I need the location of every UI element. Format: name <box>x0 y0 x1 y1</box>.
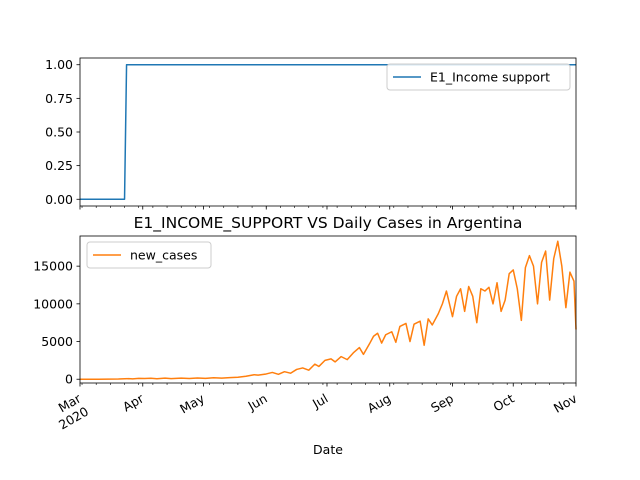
top-series-lines <box>80 63 576 201</box>
top-axes-frame <box>79 57 577 207</box>
x-axis-label: Date <box>313 442 343 457</box>
y-tick-label-4: 1.00 <box>45 57 73 72</box>
y-tick-label-3: 15000 <box>33 259 73 274</box>
bottom-legend: new_cases <box>86 241 212 269</box>
bottom-y-ticks: 0 5000 10000 15000 <box>33 259 80 387</box>
y-tick-label-3: 0.75 <box>45 91 73 106</box>
top-legend-label: E1_Income support <box>430 70 550 85</box>
series-line-0 <box>79 240 577 380</box>
top-subplot: 0.00 0.25 0.50 0.75 1.00 E1_Income support <box>45 57 577 210</box>
series-line-0 <box>80 63 576 201</box>
x-tick-label-month-4: Jul <box>309 391 330 412</box>
bottom-axes-frame <box>79 235 577 384</box>
y-tick-label-1: 5000 <box>41 334 73 349</box>
bottom-series-lines <box>79 240 577 380</box>
y-tick-label-2: 0.50 <box>45 125 73 140</box>
chart-title: E1_INCOME_SUPPORT VS Daily Cases in Arge… <box>134 214 523 233</box>
bottom-legend-box <box>86 241 212 269</box>
top-legend-box <box>386 63 571 91</box>
y-tick-label-0: 0 <box>65 372 73 387</box>
x-tick-label-4: Jul <box>309 391 330 412</box>
y-tick-label-1: 0.25 <box>45 158 73 173</box>
y-tick-label-2: 10000 <box>33 296 73 311</box>
y-tick-label-0: 0.00 <box>45 192 73 207</box>
top-y-ticks: 0.00 0.25 0.50 0.75 1.00 <box>45 57 80 207</box>
top-legend: E1_Income support <box>386 63 571 91</box>
bottom-legend-label: new_cases <box>130 248 197 263</box>
